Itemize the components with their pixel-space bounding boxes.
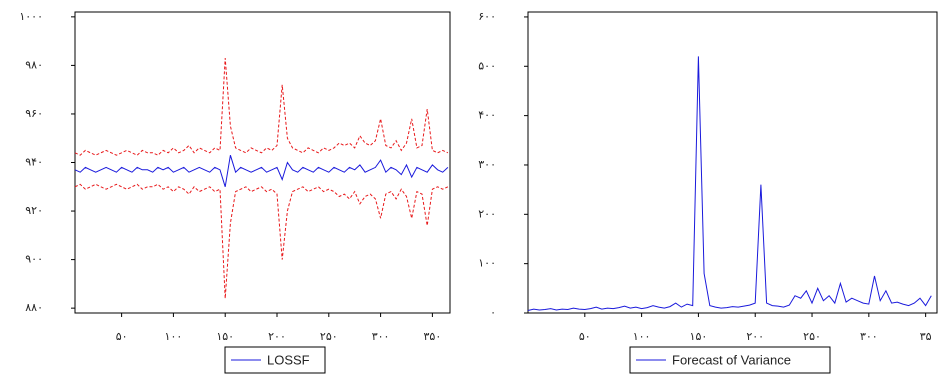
y-tick-label: ۶۰۰: [478, 10, 496, 23]
y-tick-label: ۴۰۰: [478, 109, 496, 122]
plot-frame: [527, 11, 938, 314]
y-tick-label: ۳۰۰: [478, 158, 496, 171]
x-tick-label: ۳۰۰: [372, 330, 390, 343]
y-tick-label: ۹۴۰: [25, 156, 43, 169]
y-tick-label: ۹۲۰: [25, 204, 43, 217]
x-tick-label: ۵۰: [579, 330, 591, 343]
x-tick-label: ۳۰۰: [860, 330, 878, 343]
x-tick-label: ۲۵۰: [803, 330, 821, 343]
legend-label: LOSSF: [267, 352, 310, 367]
x-tick-label: ۳۵: [920, 330, 932, 343]
y-tick-label: ۱۰۰۰: [19, 10, 43, 23]
x-tick-label: ۲۵۰: [320, 330, 338, 343]
y-tick-label: ۲۰۰: [478, 207, 496, 220]
x-tick-label: ۲۰۰: [746, 330, 764, 343]
x-tick-label: ۱۰۰: [165, 330, 183, 343]
x-tick-label: ۱۰۰: [633, 330, 651, 343]
x-tick-label: ۱۵۰: [216, 330, 234, 343]
series-line: [74, 183, 449, 299]
x-tick-label: ۵۰: [116, 330, 128, 343]
y-tick-label: ۹۸۰: [25, 58, 43, 71]
y-tick-label: ۱۰۰: [478, 257, 496, 270]
x-tick-label: ۳۵۰: [424, 330, 442, 343]
series-line: [74, 58, 449, 156]
x-tick-label: ۱۵۰: [690, 330, 708, 343]
series-line: [74, 155, 449, 187]
y-tick-label: ۸۸۰: [25, 301, 43, 314]
y-tick-label: ۹۰۰: [25, 253, 43, 266]
x-tick-label: ۲۰۰: [268, 330, 286, 343]
y-tick-label: ۵۰۰: [478, 59, 496, 72]
plot-frame: [74, 11, 451, 314]
series-line: [527, 56, 932, 311]
y-tick-label: ۹۶۰: [25, 107, 43, 120]
y-tick-label: ۰: [490, 306, 496, 319]
legend-label: Forecast of Variance: [672, 352, 791, 367]
